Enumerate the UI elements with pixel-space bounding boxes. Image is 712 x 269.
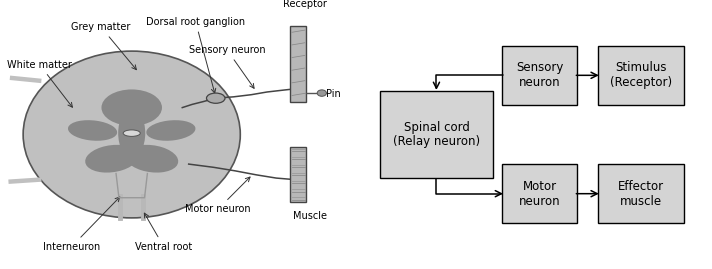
Text: Motor neuron: Motor neuron <box>185 177 251 214</box>
Ellipse shape <box>23 51 241 218</box>
Text: Pin: Pin <box>326 89 341 99</box>
Text: Sensory
neuron: Sensory neuron <box>516 61 563 89</box>
Ellipse shape <box>118 108 145 158</box>
Text: Grey matter: Grey matter <box>71 22 137 70</box>
FancyBboxPatch shape <box>503 46 577 105</box>
Circle shape <box>123 130 140 136</box>
Text: Interneuron: Interneuron <box>43 197 120 252</box>
FancyBboxPatch shape <box>598 46 684 105</box>
FancyBboxPatch shape <box>503 164 577 223</box>
Text: Spinal cord
(Relay neuron): Spinal cord (Relay neuron) <box>393 121 480 148</box>
Text: Motor
neuron: Motor neuron <box>519 180 560 208</box>
Ellipse shape <box>101 89 162 126</box>
Text: Ventral root: Ventral root <box>135 213 192 252</box>
Ellipse shape <box>68 120 117 141</box>
Ellipse shape <box>206 93 225 103</box>
Text: Muscle: Muscle <box>293 211 327 221</box>
FancyBboxPatch shape <box>290 26 306 102</box>
Ellipse shape <box>85 145 138 173</box>
Ellipse shape <box>318 90 326 96</box>
Text: Effector
muscle: Effector muscle <box>618 180 664 208</box>
FancyBboxPatch shape <box>380 91 493 178</box>
Ellipse shape <box>125 145 178 173</box>
FancyBboxPatch shape <box>290 147 306 202</box>
Ellipse shape <box>146 120 196 141</box>
Text: Stimulus
(Receptor): Stimulus (Receptor) <box>609 61 672 89</box>
FancyBboxPatch shape <box>598 164 684 223</box>
Text: White matter: White matter <box>7 59 73 107</box>
Text: Sensory neuron: Sensory neuron <box>189 45 266 88</box>
Text: Dorsal root ganglion: Dorsal root ganglion <box>146 16 245 93</box>
Text: Receptor: Receptor <box>283 0 327 9</box>
